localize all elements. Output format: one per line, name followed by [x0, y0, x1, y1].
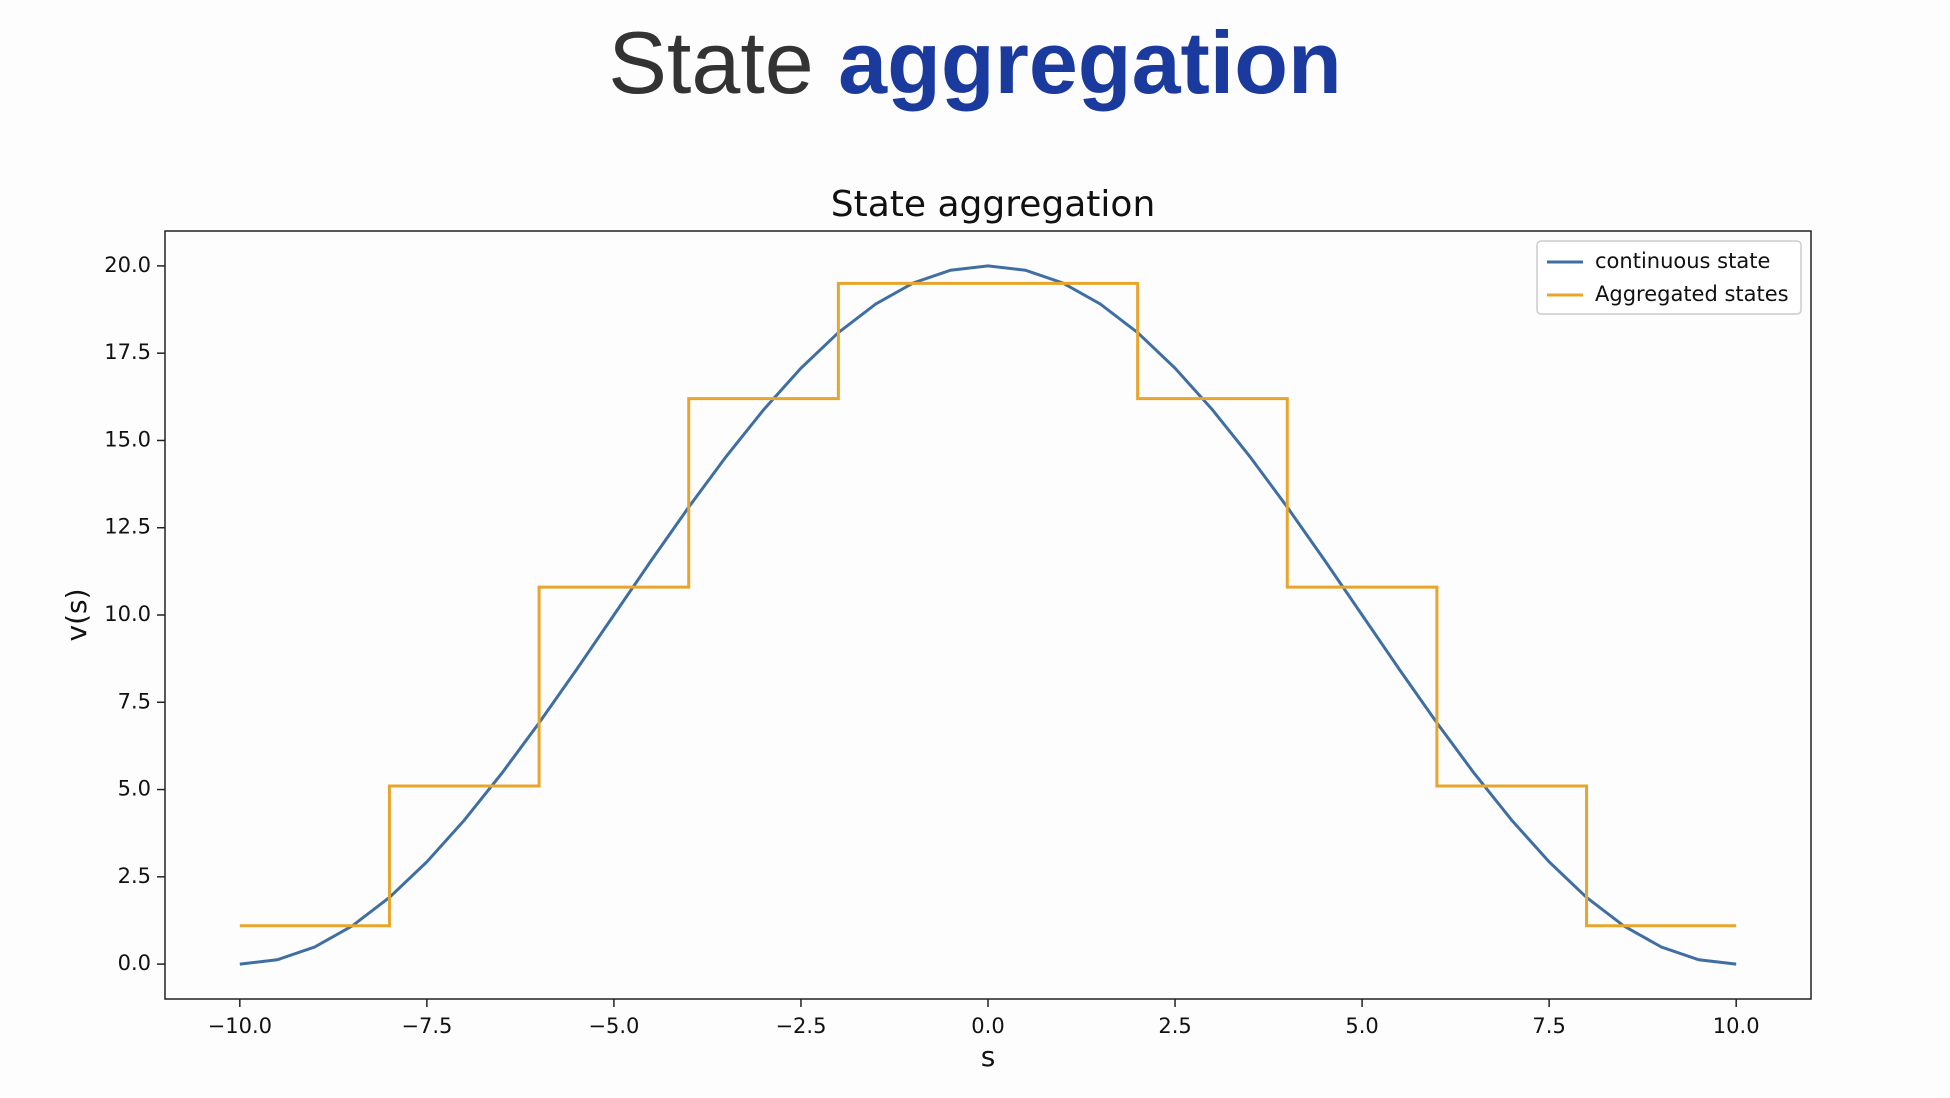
heading-part: State: [608, 13, 814, 112]
x-tick-label: −10.0: [208, 1014, 272, 1038]
x-tick-label: 2.5: [1158, 1014, 1191, 1038]
x-tick-label: 5.0: [1345, 1014, 1378, 1038]
slide-heading: State aggregation: [0, 8, 1950, 118]
y-tick-label: 0.0: [118, 951, 151, 975]
chart-title: State aggregation: [831, 184, 1156, 225]
legend-label: continuous state: [1595, 249, 1770, 273]
y-tick-label: 20.0: [104, 253, 151, 277]
x-tick-label: −7.5: [401, 1014, 452, 1038]
x-tick-label: −2.5: [775, 1014, 826, 1038]
series-line: [239, 264, 1737, 966]
legend-box: [1536, 240, 1802, 315]
x-tick-label: −5.0: [588, 1014, 639, 1038]
y-tick-label: 10.0: [104, 602, 151, 626]
series-line: [239, 281, 1737, 928]
y-tick-label: 15.0: [104, 427, 151, 451]
legend-label: Aggregated states: [1595, 282, 1789, 306]
x-tick-label: 10.0: [1713, 1014, 1760, 1038]
x-tick-label: 0.0: [971, 1014, 1004, 1038]
y-tick-label: 17.5: [104, 340, 151, 364]
y-tick-label: 5.0: [118, 777, 151, 801]
y-tick-label: 2.5: [118, 864, 151, 888]
y-axis-label: v(s): [60, 588, 93, 641]
plot-frame: [164, 230, 1812, 1000]
x-tick-label: 7.5: [1532, 1014, 1565, 1038]
y-tick-label: 12.5: [104, 515, 151, 539]
heading-part: aggregation: [838, 13, 1342, 112]
x-axis-label: s: [981, 1040, 996, 1073]
y-tick-label: 7.5: [118, 689, 151, 713]
